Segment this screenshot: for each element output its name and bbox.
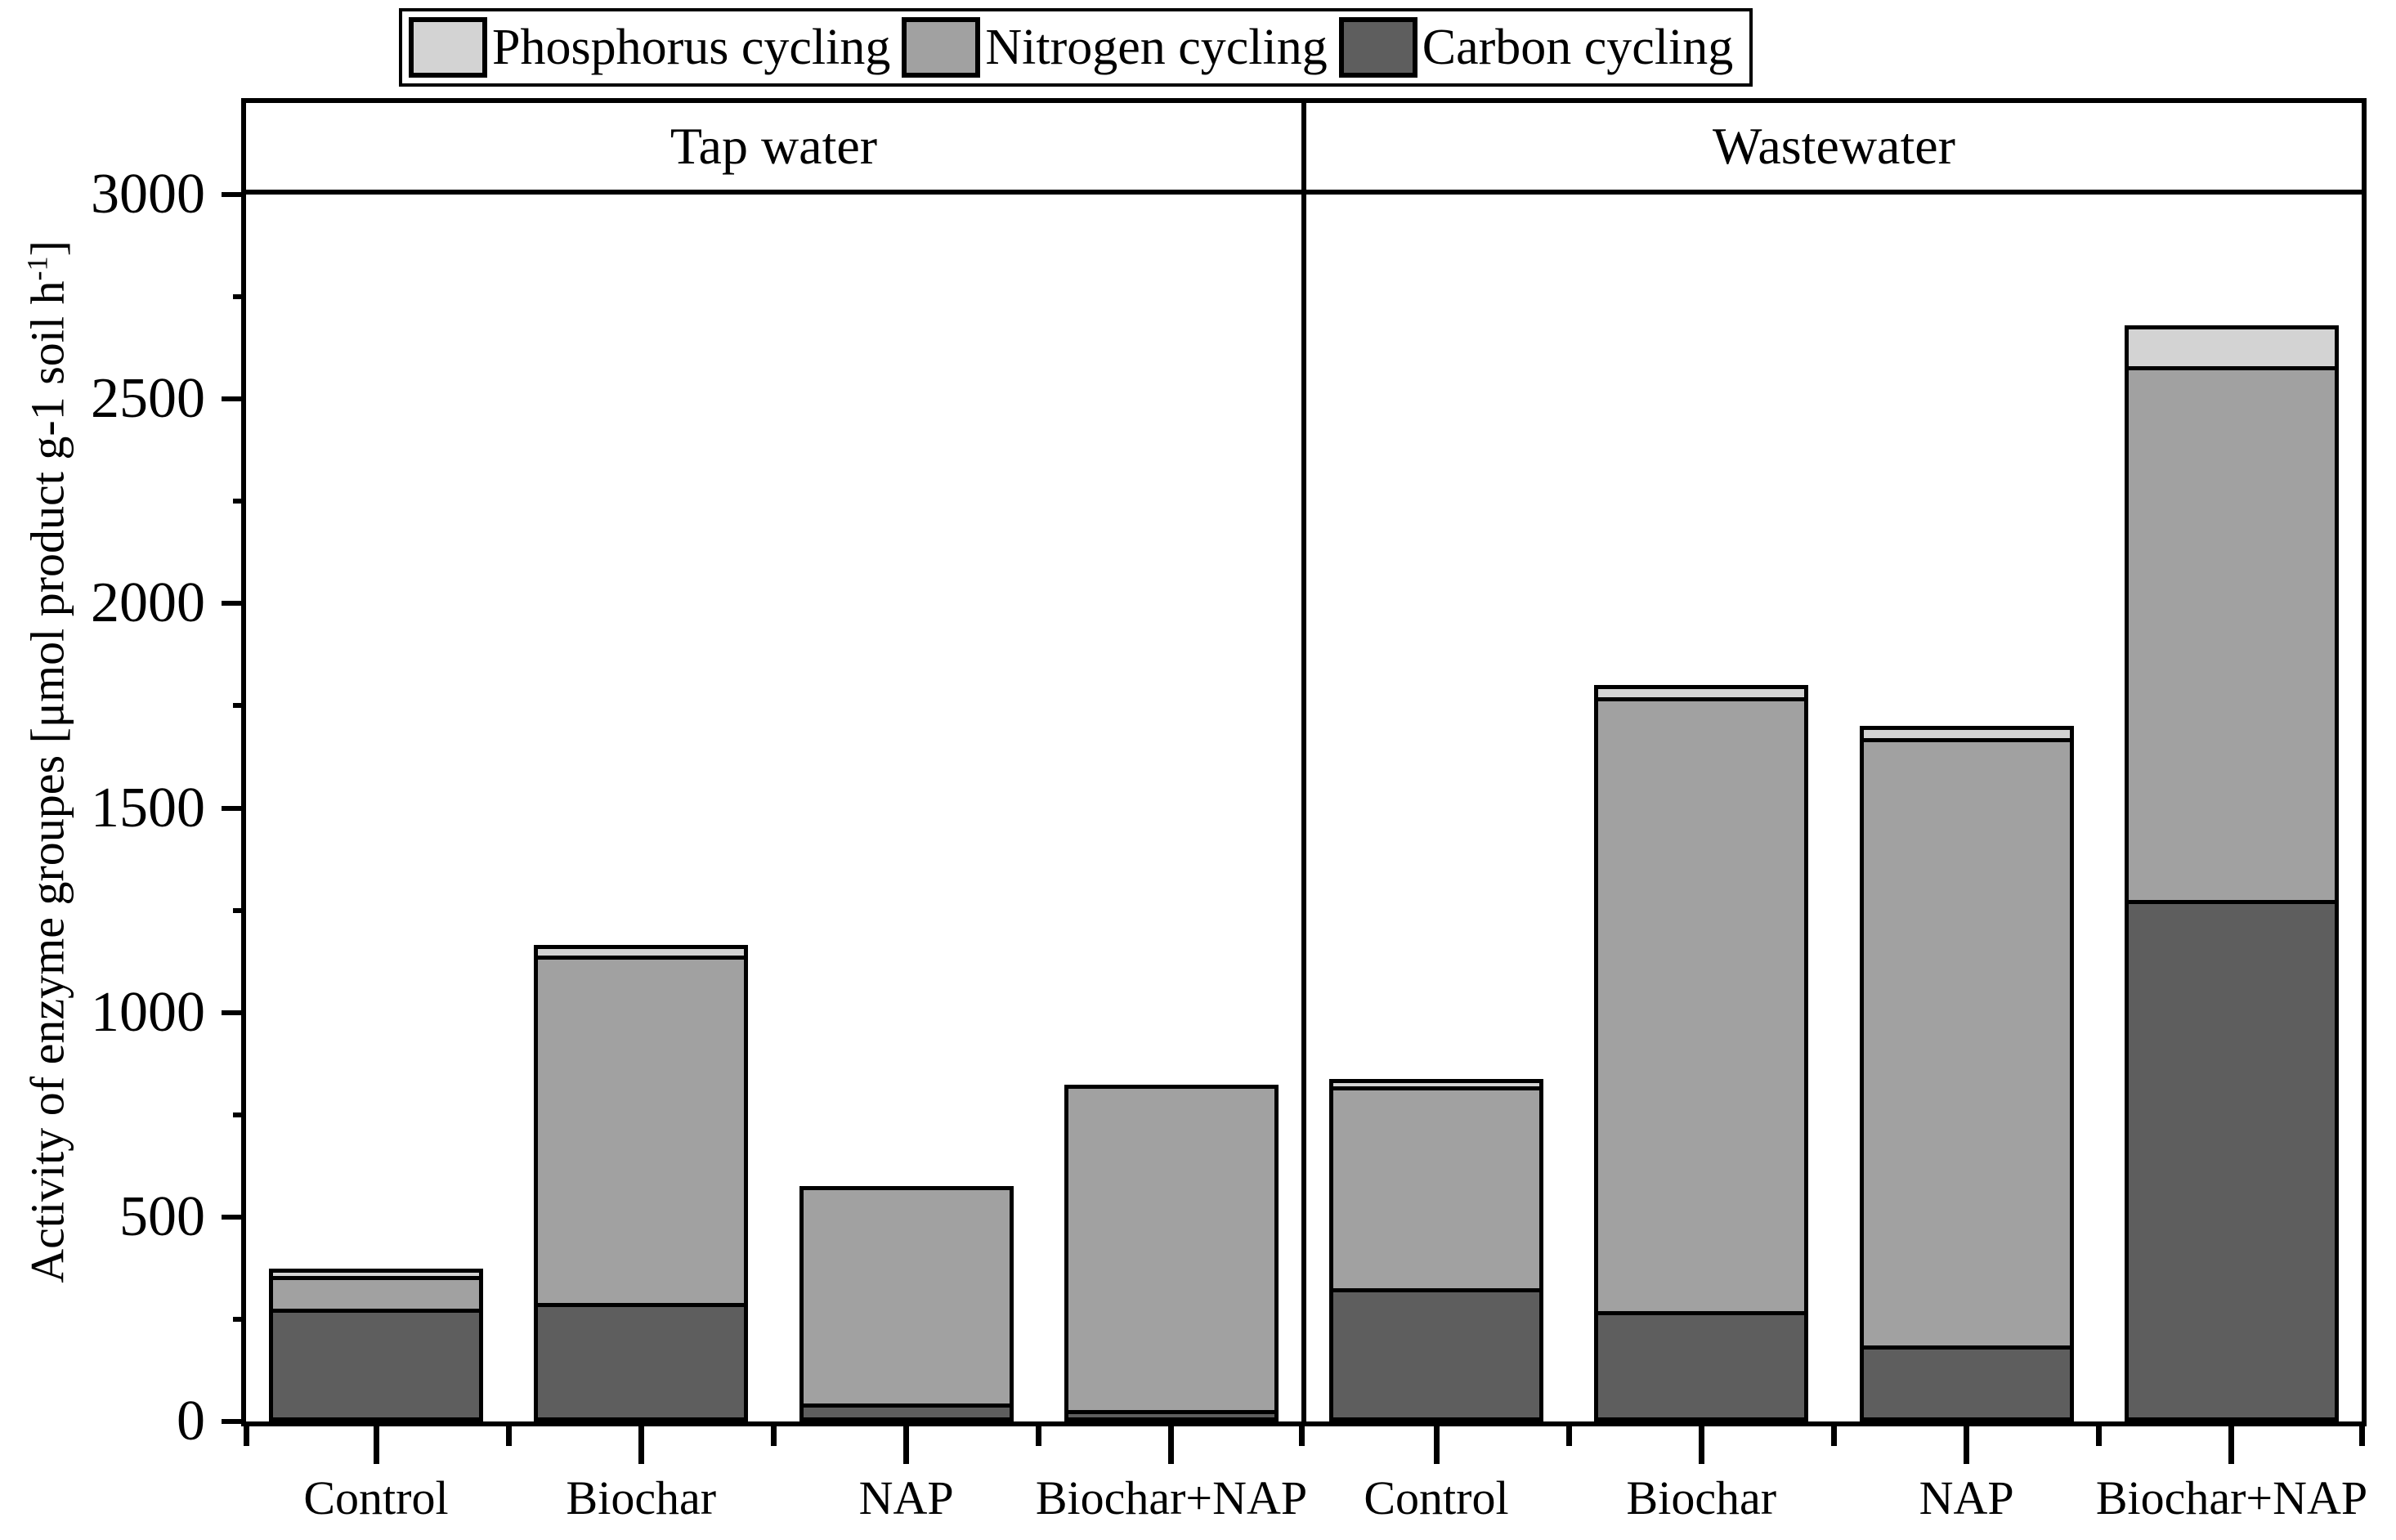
x-major-tick: [373, 1425, 379, 1464]
y-axis-title-superscript: -1: [20, 256, 54, 281]
x-category-label: Control: [303, 1471, 449, 1524]
y-minor-tick: [233, 294, 246, 300]
segment-carbon-cycling: [1329, 1288, 1543, 1421]
x-category-label: Control: [1364, 1471, 1509, 1524]
y-minor-tick: [233, 1316, 246, 1322]
x-major-tick: [1698, 1425, 1704, 1464]
segment-nitrogen-cycling: [1594, 697, 1809, 1315]
legend-swatch-phosphorus-cycling: [409, 17, 487, 78]
y-minor-tick: [233, 907, 246, 913]
y-major-tick: [222, 192, 246, 197]
y-major-tick: [222, 805, 246, 811]
bar-biochar: [1594, 685, 1809, 1421]
legend-label: Nitrogen cycling: [985, 20, 1328, 75]
y-tick-label: 2000: [91, 571, 205, 635]
segment-nitrogen-cycling: [799, 1186, 1014, 1408]
segment-carbon-cycling: [1594, 1310, 1809, 1421]
legend-swatch-nitrogen-cycling: [902, 17, 981, 78]
legend: Phosphorus cycling Nitrogen cycling Carbon…: [399, 8, 1753, 87]
bar-biochar+nap: [2124, 325, 2339, 1421]
legend-label: Carbon cycling: [1422, 20, 1734, 75]
x-major-tick: [903, 1425, 910, 1464]
segment-nitrogen-cycling: [534, 955, 749, 1307]
x-minor-tick: [1565, 1425, 1572, 1446]
y-tick-label: 0: [177, 1390, 205, 1453]
segment-nitrogen-cycling: [269, 1276, 483, 1314]
segment-carbon-cycling: [1064, 1410, 1279, 1421]
x-category-label: Biochar: [566, 1471, 717, 1524]
segment-nitrogen-cycling: [1329, 1086, 1543, 1293]
bar-control: [1329, 1078, 1543, 1421]
x-category-label: Biochar: [1626, 1471, 1777, 1524]
legend-swatch-carbon-cycling: [1338, 17, 1417, 78]
x-category-label: Biochar+NAP: [2095, 1471, 2368, 1524]
segment-carbon-cycling: [1859, 1345, 2074, 1421]
x-minor-tick: [770, 1425, 777, 1446]
y-minor-tick: [233, 703, 246, 709]
plot-area: [246, 195, 2362, 1421]
panel-title-wastewater: Wastewater: [1301, 103, 2362, 190]
y-major-tick: [222, 1214, 246, 1220]
y-tick-label: 1000: [91, 980, 205, 1044]
bar-control: [269, 1269, 483, 1421]
segment-carbon-cycling: [269, 1309, 483, 1421]
y-tick-label: 1500: [91, 776, 205, 839]
plot-frame: Tap water Wastewater: [241, 98, 2367, 1426]
y-major-tick: [222, 396, 246, 402]
bar-nap: [799, 1186, 1014, 1421]
panel-wastewater: [1301, 195, 2362, 1421]
legend-label: Phosphorus cycling: [492, 20, 891, 75]
y-axis-title-close: ]: [20, 240, 74, 257]
y-major-tick: [222, 601, 246, 607]
y-minor-tick: [233, 1112, 246, 1117]
x-minor-tick: [2096, 1425, 2103, 1446]
segment-nitrogen-cycling: [2124, 366, 2339, 905]
segment-carbon-cycling: [534, 1302, 749, 1421]
bar-biochar: [534, 945, 749, 1421]
bar-biochar+nap: [1064, 1085, 1279, 1421]
panel-headers: Tap water Wastewater: [246, 103, 2362, 195]
x-major-tick: [1964, 1425, 1970, 1464]
y-axis-title-main: Activity of enzyme groupes [μmol product…: [20, 280, 74, 1283]
x-category-label: Biochar+NAP: [1035, 1471, 1308, 1524]
panel-title-tap-water: Tap water: [670, 117, 878, 175]
y-tick-label: 500: [119, 1184, 205, 1248]
segment-carbon-cycling: [2124, 900, 2339, 1421]
segment-nitrogen-cycling: [1064, 1085, 1279, 1414]
x-major-tick: [1433, 1425, 1440, 1464]
y-tick-label: 3000: [91, 163, 205, 226]
y-minor-tick: [233, 499, 246, 504]
x-minor-tick: [505, 1425, 512, 1446]
x-minor-tick: [1036, 1425, 1042, 1446]
x-minor-tick: [243, 1425, 249, 1446]
y-major-tick: [222, 1010, 246, 1015]
x-minor-tick: [1298, 1425, 1305, 1446]
segment-nitrogen-cycling: [1859, 738, 2074, 1350]
bar-nap: [1859, 726, 2074, 1421]
x-minor-tick: [2358, 1425, 2365, 1446]
x-major-tick: [1168, 1425, 1175, 1464]
panel-tap-water: [246, 195, 1301, 1421]
x-major-tick: [638, 1425, 644, 1464]
y-major-tick: [222, 1419, 246, 1424]
segment-phosphorus-cycling: [2124, 325, 2339, 371]
y-axis-title: Activity of enzyme groupes [μmol product…: [20, 240, 74, 1283]
x-category-label: NAP: [858, 1471, 954, 1524]
y-tick-label: 2500: [91, 367, 205, 431]
x-major-tick: [2228, 1425, 2235, 1464]
x-category-label: NAP: [1919, 1471, 2014, 1524]
x-minor-tick: [1830, 1425, 1837, 1446]
segment-carbon-cycling: [799, 1403, 1014, 1421]
